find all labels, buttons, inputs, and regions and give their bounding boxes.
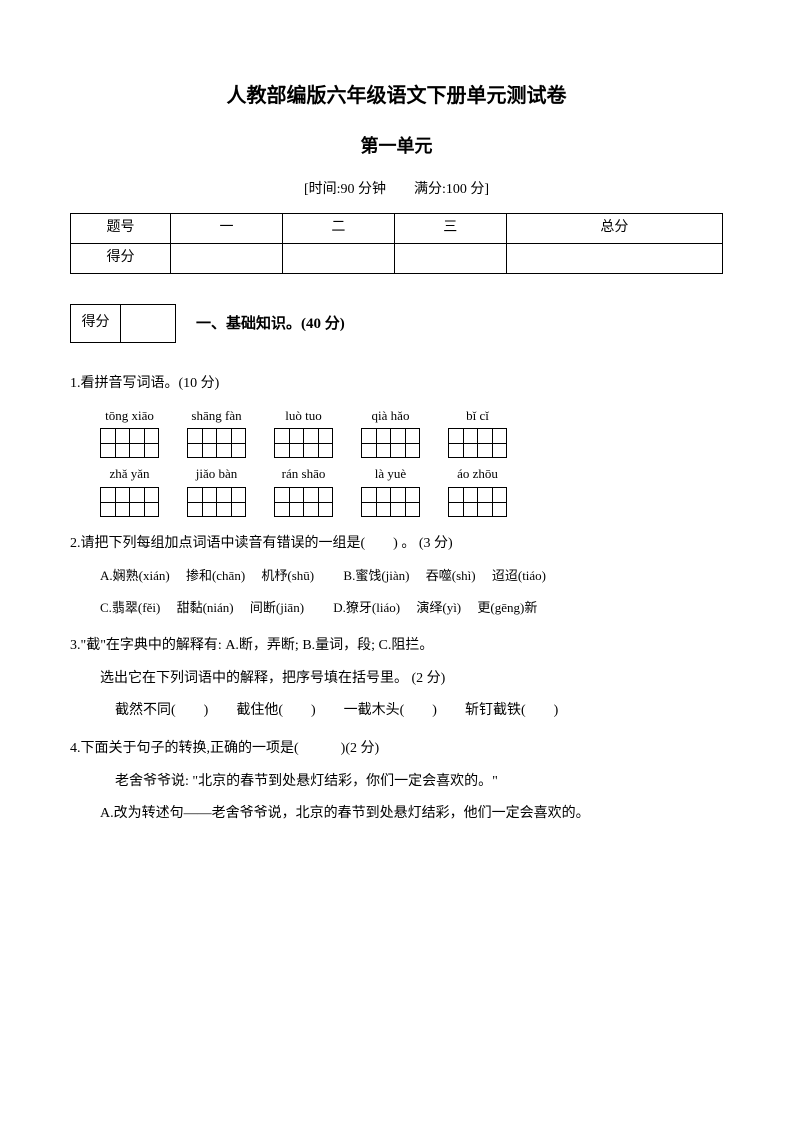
score-cell[interactable] bbox=[394, 244, 506, 274]
char-box[interactable] bbox=[100, 428, 130, 458]
char-box[interactable] bbox=[100, 487, 130, 517]
pinyin-item: áo zhōu bbox=[448, 464, 507, 517]
pinyin-label: jiǎo bàn bbox=[196, 464, 238, 485]
pinyin-label: zhǎ yǎn bbox=[109, 464, 149, 485]
pinyin-item: bǐ cǐ bbox=[448, 406, 507, 459]
section-title: 一、基础知识。(40 分) bbox=[196, 312, 345, 336]
char-box[interactable] bbox=[448, 428, 478, 458]
exam-meta: [时间:90 分钟 满分:100 分] bbox=[70, 179, 723, 201]
char-box[interactable] bbox=[129, 428, 159, 458]
unit-title: 第一单元 bbox=[70, 132, 723, 161]
pinyin-label: tōng xiāo bbox=[105, 406, 154, 427]
char-box[interactable] bbox=[390, 487, 420, 517]
question-4: 4.下面关于句子的转换,正确的一项是( )(2 分) 老舍爷爷说: "北京的春节… bbox=[70, 738, 723, 825]
question-blanks: 截然不同( ) 截住他( ) 一截木头( ) 斩钉截铁( ) bbox=[115, 700, 723, 722]
table-row: 得分 bbox=[71, 244, 723, 274]
pinyin-label: rán shāo bbox=[282, 464, 326, 485]
char-box[interactable] bbox=[216, 428, 246, 458]
option-row: A.娴熟(xián) 掺和(chān) 机杼(shū) B.蜜饯(jiàn) 吞… bbox=[100, 566, 723, 587]
question-text: 2.请把下列每组加点词语中读音有错误的一组是( ) 。 (3 分) bbox=[70, 533, 723, 555]
option-d1: D.獠牙(liáo) bbox=[333, 600, 400, 615]
section-header: 得分 一、基础知识。(40 分) bbox=[70, 304, 723, 343]
char-grid bbox=[187, 428, 246, 458]
option-a3: 机杼(shū) bbox=[261, 568, 314, 583]
score-cell[interactable] bbox=[282, 244, 394, 274]
char-box[interactable] bbox=[448, 487, 478, 517]
char-box[interactable] bbox=[216, 487, 246, 517]
char-box[interactable] bbox=[303, 428, 333, 458]
pinyin-item: qià hǎo bbox=[361, 406, 420, 459]
pinyin-row: tōng xiāo shāng fàn luò tuo qià hǎo bǐ cǐ bbox=[100, 406, 723, 459]
pinyin-item: shāng fàn bbox=[187, 406, 246, 459]
pinyin-label: là yuè bbox=[375, 464, 406, 485]
pinyin-item: tōng xiāo bbox=[100, 406, 159, 459]
char-grid bbox=[448, 428, 507, 458]
question-subtext: 选出它在下列词语中的解释，把序号填在括号里。 (2 分) bbox=[100, 668, 723, 690]
question-text: 1.看拼音写词语。(10 分) bbox=[70, 373, 723, 395]
char-box[interactable] bbox=[303, 487, 333, 517]
section-score-label: 得分 bbox=[71, 305, 121, 343]
pinyin-item: jiǎo bàn bbox=[187, 464, 246, 517]
char-grid bbox=[361, 487, 420, 517]
char-grid bbox=[448, 487, 507, 517]
header-cell: 二 bbox=[282, 214, 394, 244]
header-cell: 题号 bbox=[71, 214, 171, 244]
char-box[interactable] bbox=[187, 428, 217, 458]
char-grid bbox=[361, 428, 420, 458]
option-a1: A.娴熟(xián) bbox=[100, 568, 170, 583]
option-row: C.翡翠(fěi) 甜黏(nián) 间断(jiān) D.獠牙(liáo) 演… bbox=[100, 598, 723, 619]
char-box[interactable] bbox=[361, 428, 391, 458]
option-c2: 甜黏(nián) bbox=[177, 600, 234, 615]
option-a2: 掺和(chān) bbox=[186, 568, 245, 583]
option-c1: C.翡翠(fěi) bbox=[100, 600, 160, 615]
main-title: 人教部编版六年级语文下册单元测试卷 bbox=[70, 80, 723, 112]
option-c3: 间断(jiān) bbox=[250, 600, 304, 615]
option-b2: 吞噬(shì) bbox=[426, 568, 476, 583]
question-1: 1.看拼音写词语。(10 分) tōng xiāo shāng fàn luò tu… bbox=[70, 373, 723, 517]
pinyin-label: qià hǎo bbox=[372, 406, 410, 427]
char-grid bbox=[274, 428, 333, 458]
char-box[interactable] bbox=[477, 428, 507, 458]
pinyin-item: là yuè bbox=[361, 464, 420, 517]
question-3: 3."截"在字典中的解释有: A.断，弄断; B.量词，段; C.阻拦。 选出它… bbox=[70, 635, 723, 722]
table-row: 题号 一 二 三 总分 bbox=[71, 214, 723, 244]
section-score-input[interactable] bbox=[121, 305, 176, 343]
pinyin-item: zhǎ yǎn bbox=[100, 464, 159, 517]
pinyin-item: rán shāo bbox=[274, 464, 333, 517]
question-text: 3."截"在字典中的解释有: A.断，弄断; B.量词，段; C.阻拦。 bbox=[70, 635, 723, 657]
char-grid bbox=[274, 487, 333, 517]
char-grid bbox=[100, 428, 159, 458]
option-a: A.改为转述句——老舍爷爷说，北京的春节到处悬灯结彩，他们一定会喜欢的。 bbox=[100, 803, 723, 825]
header-cell: 三 bbox=[394, 214, 506, 244]
char-box[interactable] bbox=[477, 487, 507, 517]
option-b1: B.蜜饯(jiàn) bbox=[343, 568, 409, 583]
question-text: 4.下面关于句子的转换,正确的一项是( )(2 分) bbox=[70, 738, 723, 760]
char-box[interactable] bbox=[361, 487, 391, 517]
score-cell[interactable] bbox=[171, 244, 283, 274]
header-cell: 总分 bbox=[506, 214, 722, 244]
char-box[interactable] bbox=[390, 428, 420, 458]
pinyin-label: áo zhōu bbox=[457, 464, 498, 485]
pinyin-item: luò tuo bbox=[274, 406, 333, 459]
header-cell: 一 bbox=[171, 214, 283, 244]
score-label-cell: 得分 bbox=[71, 244, 171, 274]
char-box[interactable] bbox=[187, 487, 217, 517]
section-score-box: 得分 bbox=[70, 304, 176, 343]
score-cell[interactable] bbox=[506, 244, 722, 274]
option-d2: 演绎(yì) bbox=[416, 600, 461, 615]
char-grid bbox=[100, 487, 159, 517]
option-d3: 更(gēng)新 bbox=[477, 600, 537, 615]
pinyin-label: bǐ cǐ bbox=[466, 406, 489, 427]
question-2: 2.请把下列每组加点词语中读音有错误的一组是( ) 。 (3 分) A.娴熟(x… bbox=[70, 533, 723, 619]
pinyin-label: luò tuo bbox=[285, 406, 321, 427]
option-b3: 迢迢(tiáo) bbox=[492, 568, 546, 583]
char-box[interactable] bbox=[274, 428, 304, 458]
quote-text: 老舍爷爷说: "北京的春节到处悬灯结彩，你们一定会喜欢的。" bbox=[115, 771, 723, 793]
pinyin-row: zhǎ yǎn jiǎo bàn rán shāo là yuè áo zhōu bbox=[100, 464, 723, 517]
pinyin-label: shāng fàn bbox=[191, 406, 241, 427]
char-box[interactable] bbox=[129, 487, 159, 517]
char-grid bbox=[187, 487, 246, 517]
char-box[interactable] bbox=[274, 487, 304, 517]
score-table: 题号 一 二 三 总分 得分 bbox=[70, 213, 723, 274]
